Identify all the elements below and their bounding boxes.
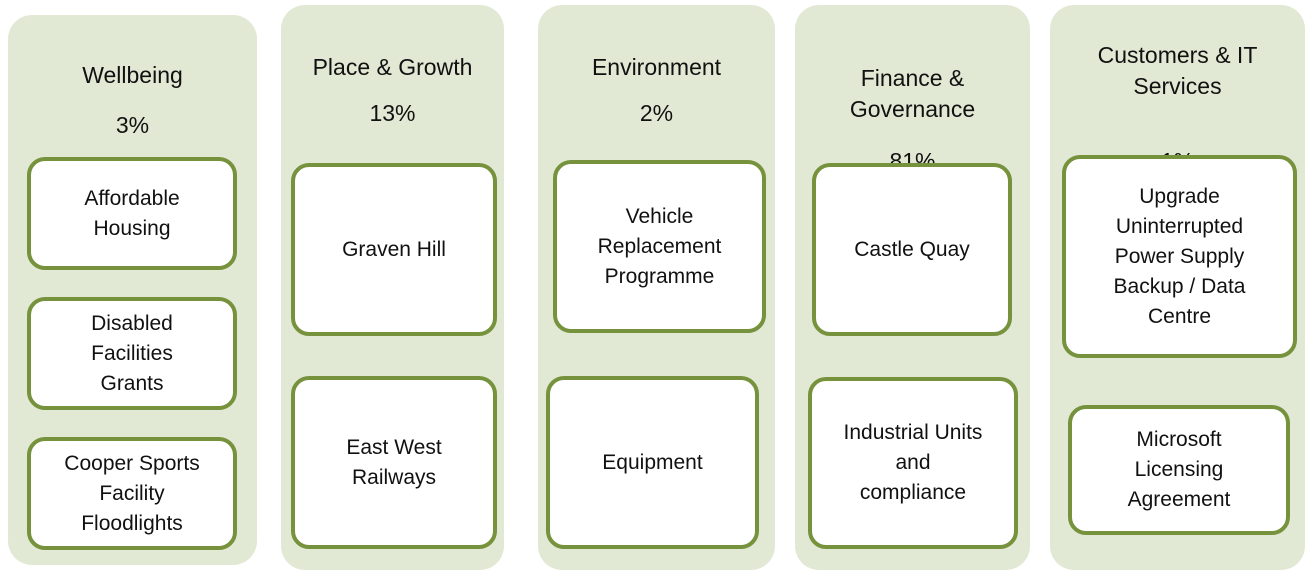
item-box: Microsoft Licensing Agreement <box>1068 405 1290 535</box>
column-title: Customers & IT Services <box>1097 42 1258 99</box>
column-percent: 13% <box>369 100 416 126</box>
column-title: Place & Growth <box>312 54 473 80</box>
item-box: Graven Hill <box>291 163 497 336</box>
column-percent: 3% <box>115 112 150 138</box>
item-box: Upgrade Uninterrupted Power Supply Backu… <box>1062 155 1297 358</box>
item-box: Castle Quay <box>812 163 1012 336</box>
item-box: East West Railways <box>291 376 497 549</box>
item-box: Affordable Housing <box>27 157 237 270</box>
item-box: Equipment <box>546 376 759 549</box>
column-percent: 2% <box>639 100 674 126</box>
item-box: Disabled Facilities Grants <box>27 297 237 410</box>
column-title: Wellbeing <box>82 62 183 88</box>
item-box: Industrial Units and compliance <box>808 377 1018 549</box>
column-title: Environment <box>591 54 722 80</box>
item-box: Cooper Sports Facility Floodlights <box>27 437 237 550</box>
item-box: Vehicle Replacement Programme <box>553 160 766 333</box>
column-title: Finance & Governance <box>849 65 976 122</box>
